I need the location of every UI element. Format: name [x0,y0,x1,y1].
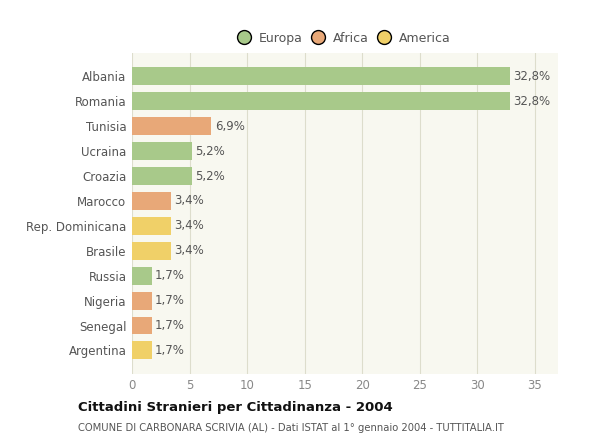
Text: 3,4%: 3,4% [175,194,205,207]
Text: 3,4%: 3,4% [175,220,205,232]
Text: Cittadini Stranieri per Cittadinanza - 2004: Cittadini Stranieri per Cittadinanza - 2… [78,401,393,414]
Bar [132,316,152,334]
Text: 1,7%: 1,7% [155,344,185,357]
Bar [132,242,171,260]
Bar [132,192,171,210]
Bar [132,341,152,359]
Text: 5,2%: 5,2% [196,145,225,158]
Bar [132,267,152,285]
Bar [132,217,171,235]
Text: 5,2%: 5,2% [196,169,225,183]
Bar [132,92,509,110]
Bar [132,167,192,185]
Bar [132,117,211,135]
Text: 32,8%: 32,8% [513,70,550,83]
Bar [132,67,509,85]
Bar [132,142,192,160]
Bar [132,292,152,310]
Legend: Europa, Africa, America: Europa, Africa, America [234,27,456,50]
Text: 1,7%: 1,7% [155,294,185,307]
Text: 1,7%: 1,7% [155,269,185,282]
Text: COMUNE DI CARBONARA SCRIVIA (AL) - Dati ISTAT al 1° gennaio 2004 - TUTTITALIA.IT: COMUNE DI CARBONARA SCRIVIA (AL) - Dati … [78,423,504,433]
Text: 6,9%: 6,9% [215,120,245,133]
Text: 1,7%: 1,7% [155,319,185,332]
Text: 3,4%: 3,4% [175,244,205,257]
Text: 32,8%: 32,8% [513,95,550,108]
